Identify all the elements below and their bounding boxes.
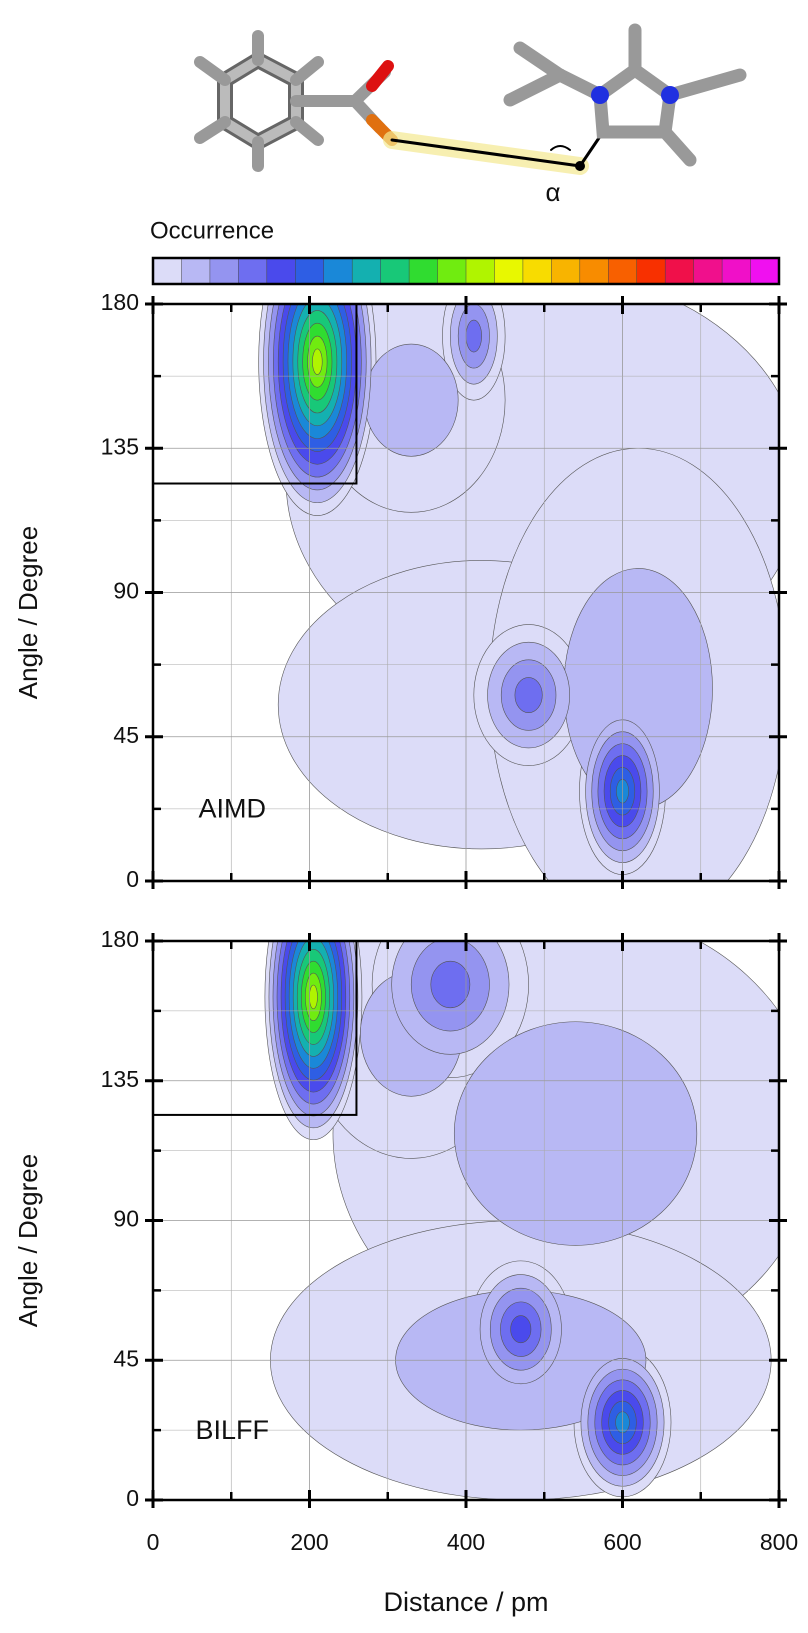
contour-level	[454, 1022, 697, 1246]
x-tick-label: 200	[290, 1529, 328, 1555]
colorbar-swatch	[751, 258, 780, 284]
colorbar-swatch	[637, 258, 666, 284]
colorbar-label: Occurrence	[150, 217, 274, 244]
contour-level	[309, 985, 317, 1009]
x-tick-label: 800	[760, 1529, 798, 1555]
x-tick-label: 0	[147, 1529, 160, 1555]
colorbar-swatch	[352, 258, 381, 284]
contour-area	[265, 854, 808, 1500]
colorbar-swatch	[438, 258, 467, 284]
colorbar-swatch	[494, 258, 523, 284]
contour-level	[515, 677, 542, 712]
y-tick-label: 90	[113, 578, 139, 604]
colorbar-swatch	[295, 258, 324, 284]
colorbar-swatch	[551, 258, 580, 284]
colorbar-swatch	[267, 258, 296, 284]
molecule: α	[200, 30, 740, 207]
contour-area	[259, 208, 803, 929]
y-tick-label: 45	[113, 722, 139, 748]
panel-label: BILFF	[195, 1415, 269, 1445]
y-tick-label: 180	[101, 926, 139, 952]
x-tick-label: 600	[603, 1529, 641, 1555]
colorbar-swatch	[324, 258, 353, 284]
colorbar-swatch	[409, 258, 438, 284]
y-axis-title: Angle / Degree	[13, 1154, 43, 1327]
colorbar-swatch	[608, 258, 637, 284]
x-tick-label: 400	[447, 1529, 485, 1555]
colorbar-swatch	[722, 258, 751, 284]
panel-label: AIMD	[199, 794, 267, 824]
colorbar-swatch	[665, 258, 694, 284]
y-tick-label: 135	[101, 1066, 139, 1092]
y-tick-label: 135	[101, 433, 139, 459]
colorbar-swatch	[210, 258, 239, 284]
colorbar-swatch	[238, 258, 267, 284]
y-axis-title: Angle / Degree	[13, 526, 43, 699]
y-tick-label: 0	[126, 1485, 139, 1511]
y-tick-label: 180	[101, 289, 139, 315]
contour-level	[431, 961, 470, 1008]
colorbar-swatch	[694, 258, 723, 284]
colorbar-swatch	[181, 258, 210, 284]
angle-label: α	[545, 177, 560, 207]
colorbar-swatch	[466, 258, 495, 284]
x-axis-title: Distance / pm	[383, 1587, 548, 1617]
y-tick-label: 0	[126, 866, 139, 892]
contour-level	[511, 1316, 531, 1343]
figure: α Occurrence 0 45 90 135 180 AIMD Angle / Degr…	[0, 0, 808, 1628]
colorbar-swatch	[580, 258, 609, 284]
colorbar-swatch	[381, 258, 410, 284]
colorbar-swatch	[523, 258, 552, 284]
colorbar	[153, 258, 780, 284]
colorbar-swatch	[153, 258, 182, 284]
contour-level	[312, 349, 322, 375]
contour-level	[466, 320, 482, 352]
y-tick-label: 45	[113, 1345, 139, 1371]
y-tick-label: 90	[113, 1206, 139, 1232]
contour-level	[364, 344, 458, 456]
